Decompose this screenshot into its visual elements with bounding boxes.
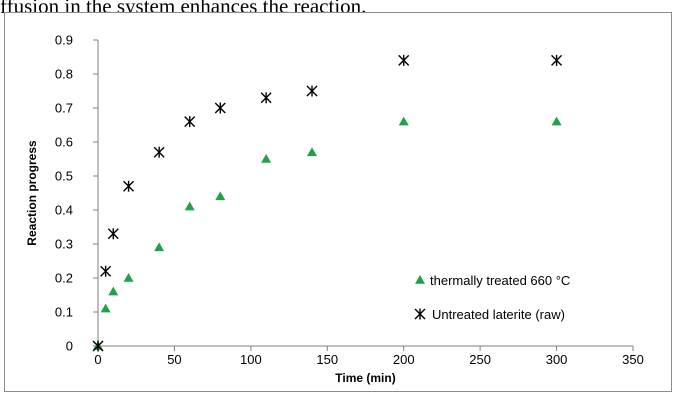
data-points xyxy=(92,54,563,352)
data-point-asterisk xyxy=(551,54,563,66)
legend-marker-asterisk-icon xyxy=(414,308,426,320)
scatter-chart: 0 0.1 0.2 0.3 0.4 0.5 0.6 0.7 0.8 0.9 0 50 100 150 200… xyxy=(25,33,644,386)
y-tick-label: 0.5 xyxy=(55,169,73,184)
legend-item-thermally-treated: thermally treated 660 °C xyxy=(415,273,570,288)
axes xyxy=(93,39,634,351)
data-point-asterisk xyxy=(107,228,119,240)
x-tick-label: 100 xyxy=(240,352,262,367)
x-tick-label: 300 xyxy=(546,352,568,367)
data-point-triangle xyxy=(215,191,226,201)
x-tick-label: 350 xyxy=(622,352,644,367)
data-point-triangle xyxy=(154,242,165,252)
y-tick-label: 0.3 xyxy=(55,237,73,252)
legend: thermally treated 660 °C Untreated later… xyxy=(414,273,570,322)
y-tick-label: 0.9 xyxy=(55,33,73,48)
data-point-triangle xyxy=(184,201,195,211)
y-tick-label: 0.4 xyxy=(55,203,73,218)
x-tick-label: 150 xyxy=(316,352,338,367)
data-point-asterisk xyxy=(123,180,135,192)
data-point-triangle xyxy=(398,116,409,126)
x-tick-label: 0 xyxy=(94,352,101,367)
legend-marker-triangle-icon xyxy=(415,275,425,284)
x-tick-label: 50 xyxy=(167,352,181,367)
legend-label-untreated: Untreated laterite (raw) xyxy=(432,307,565,322)
legend-item-untreated: Untreated laterite (raw) xyxy=(414,307,565,322)
data-point-asterisk xyxy=(398,54,410,66)
data-point-asterisk xyxy=(92,340,104,352)
data-point-triangle xyxy=(261,154,272,163)
y-tick-label: 0.8 xyxy=(55,67,73,82)
y-axis-title: Reaction progress xyxy=(25,140,39,246)
y-tick-label: 0.6 xyxy=(55,135,73,150)
data-point-asterisk xyxy=(260,92,272,104)
x-tick-label: 250 xyxy=(469,352,491,367)
y-tick-label: 0.2 xyxy=(55,271,73,286)
legend-label-thermally-treated: thermally treated 660 °C xyxy=(430,273,570,288)
data-point-triangle xyxy=(100,303,111,313)
x-tick-label: 200 xyxy=(393,352,415,367)
data-point-triangle xyxy=(108,286,119,296)
y-tick-label: 0.7 xyxy=(55,101,73,116)
chart-area: 0 0.1 0.2 0.3 0.4 0.5 0.6 0.7 0.8 0.9 0 50 100 150 200… xyxy=(4,12,672,392)
y-tick-label: 0.1 xyxy=(55,305,73,320)
data-point-asterisk xyxy=(100,265,112,277)
data-point-triangle xyxy=(551,116,562,126)
y-tick-label: 0 xyxy=(66,339,73,354)
data-point-triangle xyxy=(307,147,317,156)
legend-triangle xyxy=(415,275,425,284)
data-point-triangle xyxy=(123,273,134,282)
x-axis-title: Time (min) xyxy=(335,371,395,385)
tick-labels: 0 0.1 0.2 0.3 0.4 0.5 0.6 0.7 0.8 0.9 0 50 100 150 200… xyxy=(55,33,644,368)
data-point-asterisk xyxy=(153,146,165,158)
data-point-asterisk xyxy=(306,85,318,97)
data-point-asterisk xyxy=(214,102,226,114)
legend-asterisk xyxy=(414,308,426,320)
data-point-asterisk xyxy=(184,116,196,128)
